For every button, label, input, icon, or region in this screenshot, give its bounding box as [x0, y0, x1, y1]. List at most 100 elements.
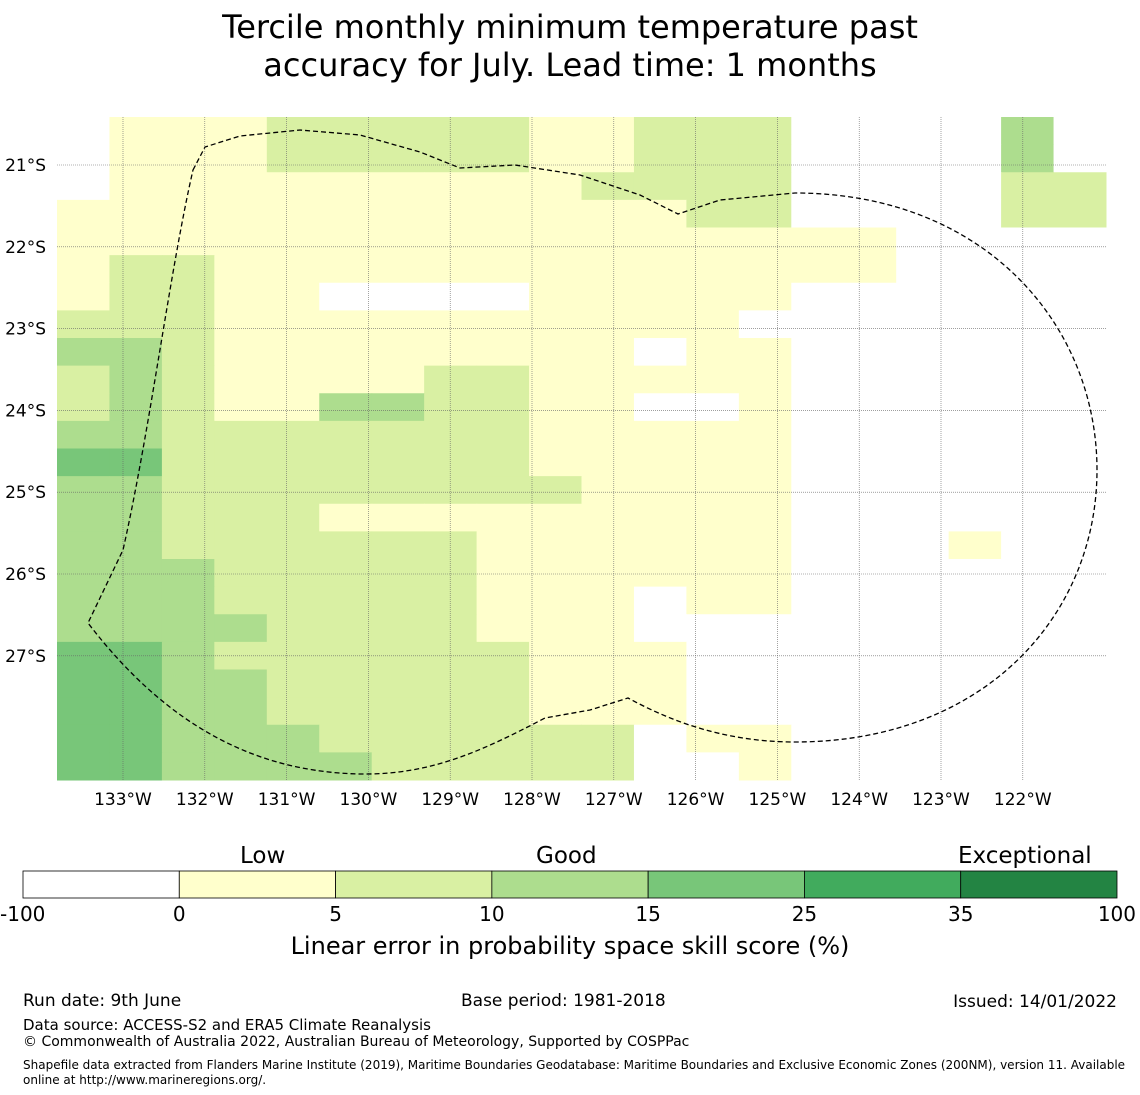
- grid-cell: [266, 531, 320, 560]
- grid-cell: [266, 476, 320, 505]
- grid-cell: [57, 338, 110, 367]
- map-title: Tercile monthly minimum temperature past…: [0, 8, 1140, 84]
- grid-cell: [266, 503, 320, 532]
- colorbar-segment: [491, 870, 649, 899]
- grid-cell: [581, 669, 635, 698]
- longitude-label: 122°W: [994, 790, 1052, 810]
- grid-cell: [529, 448, 582, 477]
- grid-cell: [1053, 310, 1107, 339]
- grid-cell: [161, 531, 215, 560]
- grid-cell: [57, 669, 110, 698]
- grid-cell: [57, 476, 110, 505]
- grid-cell: [1001, 724, 1055, 753]
- grid-cell: [424, 752, 478, 781]
- grid-cell: [371, 393, 425, 422]
- grid-cell: [214, 586, 268, 615]
- grid-cell: [109, 752, 163, 781]
- grid-cell: [214, 117, 268, 146]
- grid-cell: [319, 420, 373, 450]
- grid-cell: [424, 669, 478, 698]
- grid-cell: [57, 503, 110, 532]
- grid-cell: [371, 420, 425, 450]
- longitude-label: 128°W: [503, 790, 561, 810]
- grid-cell: [424, 531, 478, 560]
- grid-cell: [738, 614, 792, 643]
- grid-cell: [476, 752, 530, 781]
- grid-cell: [57, 752, 110, 781]
- grid-cell: [424, 503, 478, 532]
- grid-cell: [529, 310, 582, 339]
- grid-cell: [371, 559, 425, 588]
- grid-cell: [948, 199, 1002, 229]
- grid-cell: [686, 448, 740, 477]
- grid-cell: [476, 172, 530, 201]
- grid-cell: [948, 531, 1002, 560]
- grid-cell: [1053, 752, 1107, 781]
- grid-cell: [948, 282, 1002, 311]
- grid-cell: [529, 586, 582, 615]
- grid-cell: [161, 448, 215, 477]
- grid-cell: [371, 144, 425, 173]
- grid-cell: [686, 724, 740, 753]
- grid-cell: [791, 199, 845, 229]
- grid-cell: [633, 144, 687, 173]
- grid-cell: [633, 476, 687, 505]
- grid-cell: [109, 614, 163, 643]
- grid-cell: [738, 338, 792, 367]
- shapefile-credit: Shapefile data extracted from Flanders M…: [23, 1058, 1126, 1087]
- grid-cell: [161, 614, 215, 643]
- grid-cell: [424, 338, 478, 367]
- longitude-label: 124°W: [830, 790, 888, 810]
- grid-cell: [1053, 365, 1107, 394]
- grid-cell: [424, 227, 478, 256]
- grid-cell: [161, 586, 215, 615]
- grid-cell: [319, 614, 373, 643]
- grid-cell: [633, 420, 687, 450]
- grid-cell: [371, 586, 425, 615]
- grid-cell: [1001, 752, 1055, 781]
- grid-cell: [319, 559, 373, 588]
- grid-cell: [529, 531, 582, 560]
- grid-cell: [738, 503, 792, 532]
- grid-cell: [424, 559, 478, 588]
- grid-cells: [57, 117, 1107, 781]
- grid-cell: [476, 531, 530, 560]
- grid-cell: [57, 365, 110, 394]
- grid-cell: [424, 641, 478, 671]
- grid-cell: [581, 282, 635, 311]
- grid-cell: [266, 172, 320, 201]
- grid-cell: [686, 393, 740, 422]
- grid-cell: [214, 365, 268, 394]
- grid-cell: [791, 614, 845, 643]
- grid-cell: [214, 476, 268, 505]
- grid-cell: [843, 227, 897, 256]
- grid-cell: [319, 724, 373, 753]
- grid-cell: [738, 393, 792, 422]
- grid-cell: [896, 669, 950, 698]
- grid-cell: [109, 199, 163, 229]
- grid-cell: [581, 310, 635, 339]
- colorbar-tick-label: 35: [947, 902, 974, 926]
- grid-cell: [161, 227, 215, 256]
- issued-date: Issued: 14/01/2022: [953, 992, 1117, 1012]
- colorbar-segment: [335, 870, 493, 899]
- grid-cell: [896, 448, 950, 477]
- grid-cell: [1053, 448, 1107, 477]
- grid-cell: [948, 144, 1002, 173]
- grid-cell: [581, 448, 635, 477]
- grid-cell: [633, 448, 687, 477]
- grid-cell: [529, 724, 582, 753]
- grid-cell: [57, 586, 110, 615]
- grid-cell: [791, 365, 845, 394]
- grid-cell: [424, 614, 478, 643]
- grid-cell: [1001, 476, 1055, 505]
- grid-cell: [686, 503, 740, 532]
- grid-cell: [1001, 697, 1055, 726]
- longitude-label: 125°W: [749, 790, 807, 810]
- grid-cell: [843, 420, 897, 450]
- grid-cell: [581, 614, 635, 643]
- grid-cell: [266, 365, 320, 394]
- grid-cell: [581, 144, 635, 173]
- grid-cell: [371, 338, 425, 367]
- grid-cell: [843, 365, 897, 394]
